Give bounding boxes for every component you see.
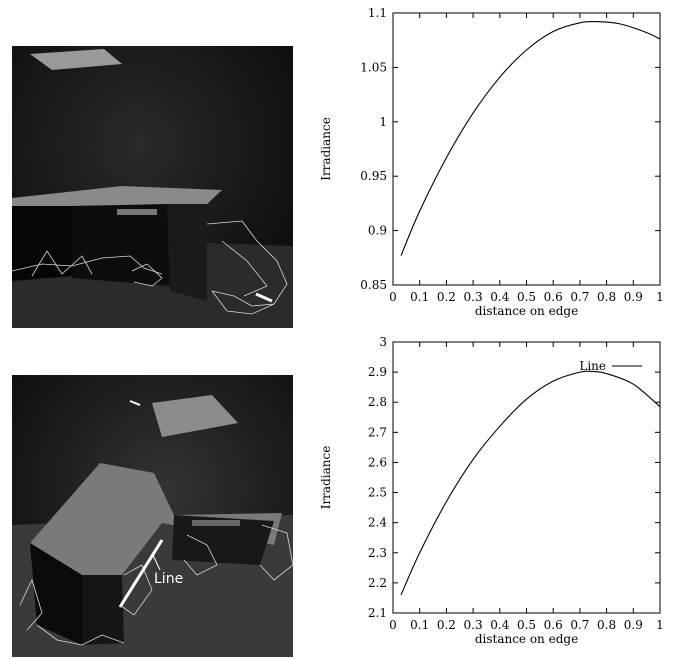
y-tick-label: 0.95 bbox=[360, 169, 387, 183]
render-image-bottom: Line bbox=[12, 375, 293, 657]
y-axis-title: Irradiance bbox=[319, 117, 333, 181]
x-axis-title: distance on edge bbox=[475, 304, 578, 318]
legend-label: Line bbox=[579, 359, 606, 373]
series-line-0 bbox=[400, 20, 661, 256]
highlighted-edge-line bbox=[118, 539, 164, 608]
chart-top: 0 0.1 0.2 0.3 0.4 0.5 0.6 0.7 0.8 0.9 1 0.85 0.9 0.95… bbox=[318, 0, 675, 330]
series-line-0 bbox=[400, 370, 661, 596]
x-tick-label: 0.8 bbox=[597, 290, 616, 304]
y-tick-label: 1.1 bbox=[368, 6, 387, 20]
plot-frame bbox=[392, 341, 661, 614]
x-tick-label: 0.9 bbox=[624, 290, 643, 304]
x-tick-label: 0 bbox=[389, 290, 397, 304]
y-tick-label: 0.9 bbox=[368, 224, 387, 238]
chart-top-svg: 0 0.1 0.2 0.3 0.4 0.5 0.6 0.7 0.8 0.9 1 0.85 0.9 0.95… bbox=[319, 6, 664, 318]
y-tick-label: 2.7 bbox=[368, 425, 387, 439]
y-tick-label: 1 bbox=[379, 115, 387, 129]
plot-frame bbox=[392, 12, 661, 286]
ceiling-light bbox=[152, 395, 238, 437]
x-tick-label: 0.5 bbox=[517, 290, 536, 304]
x-tick-label: 0 bbox=[389, 618, 397, 632]
x-tick-label: 0.1 bbox=[410, 618, 429, 632]
y-tick-label: 2.6 bbox=[368, 455, 387, 469]
y-tick-label: 2.9 bbox=[368, 365, 387, 379]
chart-bottom: 0 0.1 0.2 0.3 0.4 0.5 0.6 0.7 0.8 0.9 1 2.1 2.2 2.3 2.… bbox=[318, 332, 675, 659]
y-tick-label: 3 bbox=[379, 335, 387, 349]
y-tick-label: 2.2 bbox=[368, 576, 387, 590]
y-axis-title: Irradiance bbox=[319, 446, 333, 510]
x-axis-title: distance on edge bbox=[475, 632, 578, 646]
y-tick-label: 2.5 bbox=[368, 486, 387, 500]
y-tick-label: 2.8 bbox=[368, 395, 387, 409]
x-tick-label: 1 bbox=[656, 618, 664, 632]
y-tick-label: 2.3 bbox=[368, 546, 387, 560]
chart-bottom-svg: 0 0.1 0.2 0.3 0.4 0.5 0.6 0.7 0.8 0.9 1 2.1 2.2 2.3 2.… bbox=[319, 335, 664, 646]
x-tick-label: 0.3 bbox=[464, 618, 483, 632]
x-tick-label: 0.6 bbox=[544, 618, 563, 632]
x-tick-label: 0.4 bbox=[490, 290, 509, 304]
scene-line-label: Line bbox=[154, 571, 183, 587]
x-tick-label: 1 bbox=[656, 290, 664, 304]
x-tick-label: 0.7 bbox=[570, 290, 589, 304]
y-tick-label: 2.1 bbox=[368, 606, 387, 620]
x-tick-label: 0.3 bbox=[464, 290, 483, 304]
x-tick-label: 0.9 bbox=[624, 618, 643, 632]
x-tick-label: 0.2 bbox=[437, 290, 456, 304]
x-tick-label: 0.5 bbox=[517, 618, 536, 632]
ceiling-light bbox=[30, 49, 122, 70]
x-tick-label: 0.1 bbox=[410, 290, 429, 304]
render-image-top bbox=[12, 46, 293, 328]
y-tick-label: 2.4 bbox=[368, 516, 387, 530]
x-tick-label: 0.7 bbox=[570, 618, 589, 632]
x-tick-label: 0.2 bbox=[437, 618, 456, 632]
x-tick-label: 0.8 bbox=[597, 618, 616, 632]
x-tick-label: 0.4 bbox=[490, 618, 509, 632]
x-tick-label: 0.6 bbox=[544, 290, 563, 304]
y-tick-label: 1.05 bbox=[360, 60, 387, 74]
y-tick-label: 0.85 bbox=[360, 278, 387, 292]
